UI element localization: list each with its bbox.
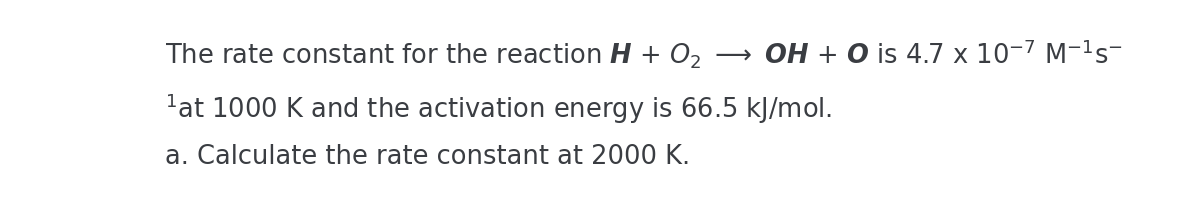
Text: The rate constant for the reaction $\boldsymbol{H}$ + $\boldsymbol{O_2}$ $\longr: The rate constant for the reaction $\bol… xyxy=(164,37,1123,70)
Text: $^{1}$at 1000 K and the activation energy is 66.5 kJ/mol.: $^{1}$at 1000 K and the activation energ… xyxy=(164,92,832,126)
Text: a. Calculate the rate constant at 2000 K.: a. Calculate the rate constant at 2000 K… xyxy=(164,144,690,170)
